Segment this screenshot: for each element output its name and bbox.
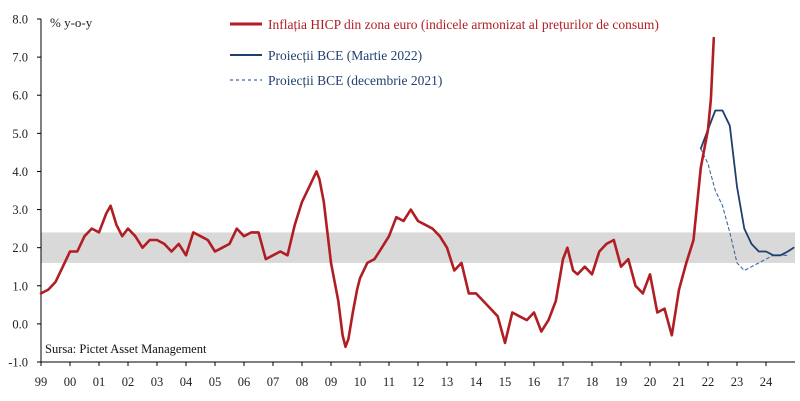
x-tick-label: 23 xyxy=(731,375,744,389)
y-tick-label: 5.0 xyxy=(12,127,28,141)
x-tick-label: 19 xyxy=(615,375,628,389)
y-tick-label: 6.0 xyxy=(12,89,28,103)
y-tick-label: 3.0 xyxy=(12,203,28,217)
legend: Inflația HICP din zona euro (indicele ar… xyxy=(230,17,659,88)
y-tick-label: 2.0 xyxy=(12,241,28,255)
target-band xyxy=(41,232,795,263)
y-tick-label: 7.0 xyxy=(12,51,28,65)
x-tick-label: 04 xyxy=(180,375,193,389)
x-tick-label: 18 xyxy=(586,375,599,389)
y-tick-label: 8.0 xyxy=(12,13,28,27)
x-tick-label: 16 xyxy=(528,375,541,389)
x-tick-label: 01 xyxy=(93,375,106,389)
x-tick-label: 00 xyxy=(64,375,77,389)
x-tick-label: 14 xyxy=(470,375,483,389)
x-tick-label: 15 xyxy=(499,375,512,389)
x-tick-label: 20 xyxy=(644,375,657,389)
y-tick-label: 4.0 xyxy=(12,165,28,179)
chart-axes: 8.0 7.0 6.0 5.0 4.0 3.0 2.0 1.0 0.0 -1.0 99 00 01 02 0… xyxy=(8,13,795,389)
y-tick-label: 0.0 xyxy=(12,317,28,331)
x-tick-label: 02 xyxy=(122,375,135,389)
series-line-march2022 xyxy=(699,109,795,257)
x-tick-label: 99 xyxy=(35,375,48,389)
x-tick-label: 17 xyxy=(557,375,570,389)
x-tick-label: 03 xyxy=(151,375,164,389)
x-tick-label: 09 xyxy=(325,375,338,389)
legend-label-hicp: Inflația HICP din zona euro (indicele ar… xyxy=(268,17,659,32)
x-tick-label: 13 xyxy=(441,375,454,389)
y-tick-label: 1.0 xyxy=(12,279,28,293)
x-tick-label: 06 xyxy=(238,375,251,389)
x-tick-label: 10 xyxy=(354,375,367,389)
x-tick-label: 08 xyxy=(296,375,309,389)
series-line-hicp xyxy=(39,36,716,349)
legend-label-march2022: Proiecții BCE (Martie 2022) xyxy=(268,48,422,63)
x-tick-label: 21 xyxy=(673,375,686,389)
x-tick-label: 05 xyxy=(209,375,222,389)
x-tick-label: 12 xyxy=(412,375,425,389)
legend-label-dec2021: Proiecții BCE (decembrie 2021) xyxy=(268,73,442,88)
y-tick-label: -1.0 xyxy=(8,356,28,370)
x-tick-label: 22 xyxy=(702,375,715,389)
source-note: Sursa: Pictet Asset Management xyxy=(45,342,207,356)
x-tick-label: 11 xyxy=(383,375,395,389)
x-tick-label: 24 xyxy=(760,375,773,389)
y-axis-label: % y-o-y xyxy=(50,15,93,30)
x-tick-label: 07 xyxy=(267,375,280,389)
